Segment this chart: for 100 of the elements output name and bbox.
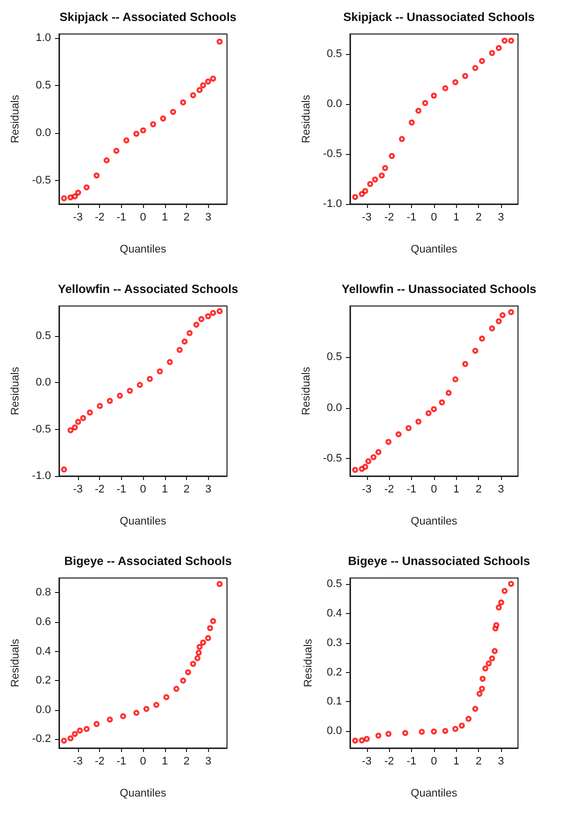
point: [382, 165, 388, 171]
point: [196, 87, 203, 94]
point: [508, 580, 514, 587]
point: [61, 195, 67, 202]
point: [94, 720, 100, 727]
point: [502, 38, 508, 44]
point: [406, 425, 412, 432]
x-tick-label: -1: [406, 484, 416, 496]
point: [472, 706, 478, 712]
point: [375, 449, 382, 456]
y-axis-title: Residuals: [302, 638, 314, 688]
point: [489, 325, 496, 332]
x-tick-label: -1: [116, 484, 126, 496]
y-axis-title: Residuals: [300, 94, 313, 144]
point: [362, 188, 368, 194]
point: [372, 176, 378, 182]
y-tick-label: 0.4: [36, 645, 51, 658]
point: [186, 330, 193, 336]
point: [194, 655, 200, 662]
y-tick-label: 0.8: [36, 586, 51, 599]
y-axis-title: Residuals: [300, 366, 313, 416]
point: [94, 172, 100, 179]
x-tick-label: 1: [453, 212, 460, 224]
y-tick-label: -0.5: [32, 174, 51, 186]
point: [133, 710, 140, 716]
point: [180, 99, 186, 106]
point: [84, 184, 90, 190]
x-tick-label: -3: [362, 484, 372, 496]
point: [364, 736, 370, 742]
point: [116, 392, 123, 399]
point: [508, 309, 514, 316]
x-tick-label: 1: [162, 484, 168, 496]
x-tick-label: -1: [406, 212, 416, 224]
point: [385, 730, 392, 737]
point: [462, 73, 468, 79]
x-tick-label: -3: [73, 212, 83, 224]
point: [68, 735, 74, 742]
point: [486, 660, 492, 666]
x-tick-label: 0: [140, 756, 146, 768]
point: [133, 130, 140, 137]
point: [80, 415, 86, 422]
point: [489, 655, 496, 662]
point: [430, 728, 437, 734]
y-tick-label: 0.4: [326, 607, 342, 620]
point: [370, 454, 376, 460]
x-tick-label: 1: [162, 212, 168, 224]
point: [498, 599, 504, 606]
point: [196, 644, 203, 650]
chart-title: Bigeye -- Associated Schools: [64, 554, 232, 568]
point: [160, 116, 166, 122]
point: [482, 665, 488, 672]
x-tick-label: -2: [94, 484, 105, 496]
point: [430, 406, 437, 412]
point: [358, 191, 365, 197]
x-tick-label: 1: [453, 484, 460, 496]
x-tick-label: 2: [476, 756, 482, 768]
chart-title: Yellowfin -- Associated Schools: [58, 282, 238, 296]
point: [478, 336, 485, 342]
point: [476, 690, 483, 697]
point: [68, 427, 74, 434]
y-tick-label: -0.5: [323, 148, 342, 160]
point: [472, 65, 478, 71]
y-axis-title: Residuals: [10, 94, 22, 144]
x-tick-label: -1: [116, 756, 126, 768]
point: [367, 181, 374, 187]
x-tick-label: 3: [498, 484, 504, 496]
x-tick-label: -3: [362, 212, 372, 224]
x-axis-title: Quantiles: [120, 244, 167, 256]
x-tick-label: -2: [384, 756, 394, 768]
point: [426, 410, 432, 416]
point: [61, 738, 67, 744]
y-tick-label: -0.5: [32, 423, 51, 436]
point: [72, 193, 78, 200]
point: [408, 120, 415, 126]
point: [143, 706, 150, 712]
x-tick-label: -1: [116, 212, 126, 224]
point: [210, 76, 216, 82]
point: [452, 376, 458, 382]
x-tick-label: 1: [453, 756, 460, 768]
point: [207, 625, 214, 632]
point: [153, 702, 160, 708]
point: [205, 313, 212, 320]
y-tick-label: 0.0: [36, 126, 51, 139]
y-tick-label: 0.0: [36, 376, 51, 389]
point: [352, 738, 358, 744]
point: [96, 402, 103, 409]
y-axis-title: Residuals: [10, 638, 22, 688]
point: [182, 338, 188, 344]
point: [68, 194, 74, 200]
point: [496, 604, 502, 610]
x-tick-label: 3: [205, 756, 212, 768]
point: [106, 398, 113, 404]
point: [358, 737, 365, 744]
point: [126, 388, 133, 394]
point: [176, 346, 183, 353]
point: [352, 194, 358, 200]
point: [104, 157, 110, 164]
x-tick-label: 2: [476, 212, 482, 224]
x-tick-label: -2: [94, 756, 105, 768]
point: [170, 108, 176, 115]
